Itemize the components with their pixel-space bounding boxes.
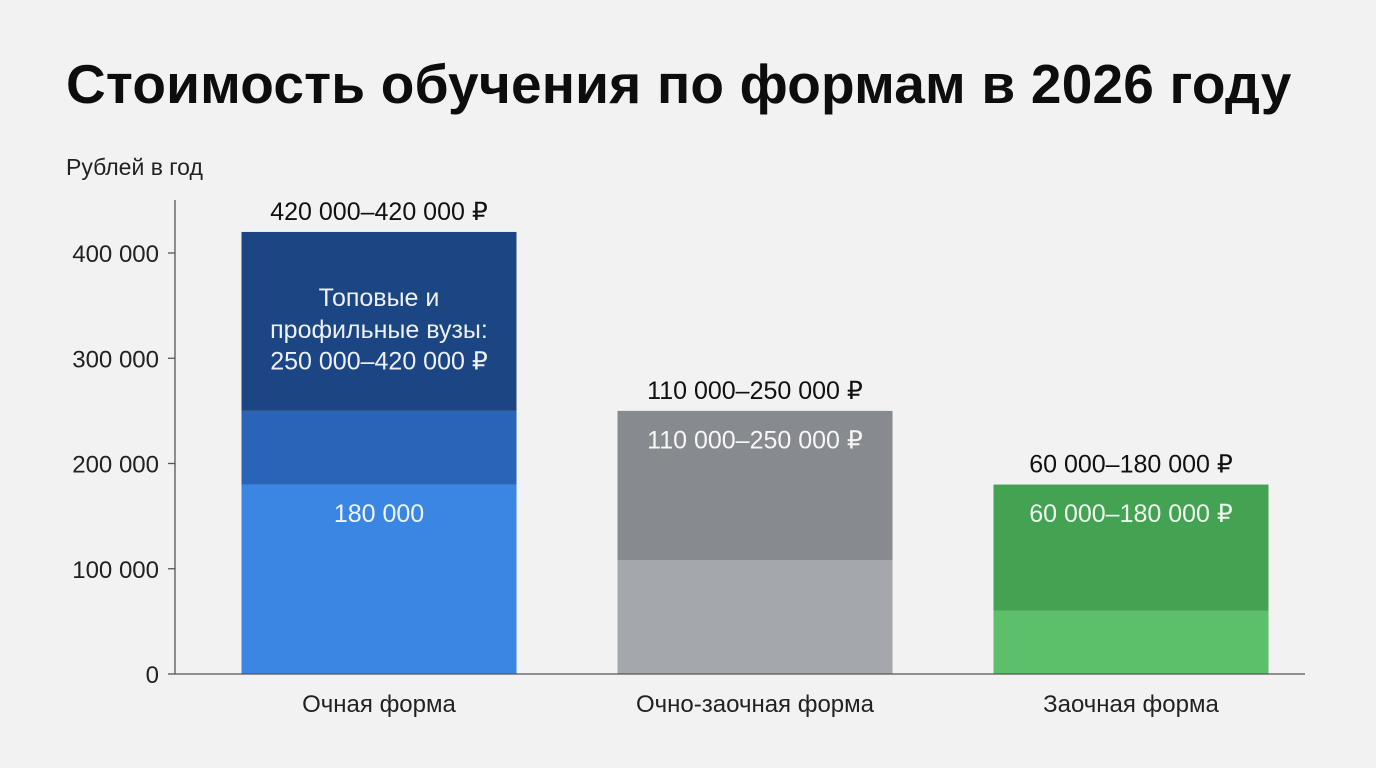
y-tick-label: 0: [146, 662, 159, 689]
y-tick-label: 400 000: [72, 241, 159, 268]
bar-inner-label: 180 000: [334, 500, 424, 528]
bar-top-label: 60 000–180 000 ₽: [1029, 451, 1233, 479]
x-tick-label: Очная форма: [302, 691, 456, 718]
y-tick-label: 100 000: [72, 557, 159, 584]
y-axis-label: Рублей в год: [66, 154, 203, 180]
bar-inner-label: 110 000–250 000 ₽: [647, 426, 863, 454]
bar-inner-label: 250 000–420 000 ₽: [270, 347, 488, 375]
chart-title: Стоимость обучения по формам в 2026 году: [66, 53, 1292, 115]
bar-inner-label: Топовые и: [319, 284, 440, 312]
bar-segment: [993, 484, 1269, 611]
bar-segment: [241, 484, 517, 674]
bar-segment: [993, 610, 1269, 674]
y-tick-label: 200 000: [72, 452, 159, 479]
bar-segment: [617, 560, 893, 674]
bar-top-label: 110 000–250 000 ₽: [647, 377, 863, 405]
x-tick-label: Очно-заочная форма: [636, 691, 875, 718]
bar-segment: [241, 410, 517, 485]
bar-segment: [241, 231, 517, 411]
bar-inner-label: профильные вузы:: [270, 316, 488, 344]
x-tick-label: Заочная форма: [1043, 691, 1219, 718]
bar-inner-label: 60 000–180 000 ₽: [1029, 500, 1233, 528]
bar-top-label: 420 000–420 000 ₽: [270, 198, 488, 226]
y-tick-label: 300 000: [72, 346, 159, 373]
bar-segment: [617, 410, 893, 561]
